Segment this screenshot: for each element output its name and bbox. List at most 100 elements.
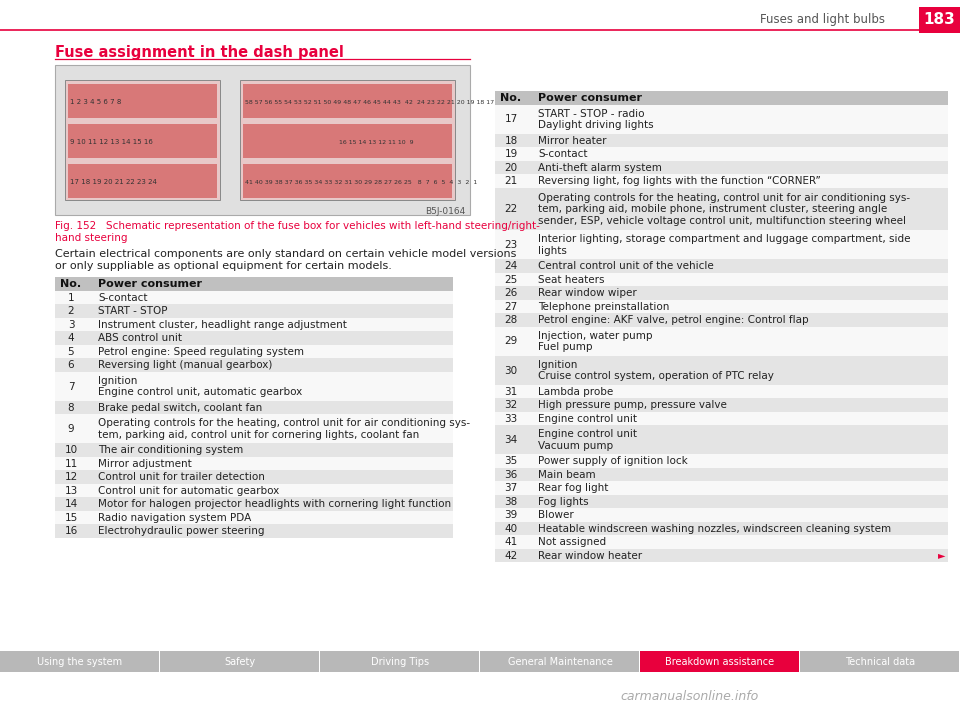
Text: Fuses and light bulbs: Fuses and light bulbs	[760, 13, 885, 27]
Text: Reversing light (manual gearbox): Reversing light (manual gearbox)	[98, 360, 273, 370]
Text: Fig. 152   Schematic representation of the fuse box for vehicles with left-hand : Fig. 152 Schematic representation of the…	[55, 221, 540, 243]
Bar	[55, 414, 453, 443]
Text: Driving Tips: Driving Tips	[371, 657, 429, 667]
Bar	[495, 522, 948, 535]
Bar	[55, 371, 453, 401]
Text: 14: 14	[64, 499, 78, 509]
Text: START - STOP - radio
Daylight driving lights: START - STOP - radio Daylight driving li…	[538, 109, 654, 130]
Text: Engine control unit: Engine control unit	[538, 414, 637, 424]
Text: Interior lighting, storage compartment and luggage compartment, side
lights: Interior lighting, storage compartment a…	[538, 234, 910, 256]
Text: 30: 30	[504, 366, 517, 375]
Text: B5J-0164: B5J-0164	[424, 207, 465, 216]
Bar	[480, 651, 639, 672]
Bar	[495, 259, 948, 273]
Text: Control unit for trailer detection: Control unit for trailer detection	[98, 472, 265, 482]
Text: Blower: Blower	[538, 510, 574, 520]
Bar	[495, 411, 948, 425]
Text: 33: 33	[504, 414, 517, 424]
Text: Motor for halogen projector headlights with cornering light function: Motor for halogen projector headlights w…	[98, 499, 451, 509]
Text: ABS control unit: ABS control unit	[98, 333, 182, 343]
Text: 1: 1	[68, 292, 74, 303]
Text: Power consumer: Power consumer	[98, 279, 202, 289]
Text: Engine control unit
Vacuum pump: Engine control unit Vacuum pump	[538, 430, 637, 451]
Text: 3: 3	[68, 320, 74, 330]
Text: 23: 23	[504, 240, 517, 250]
Text: 42: 42	[504, 550, 517, 561]
Text: 27: 27	[504, 302, 517, 311]
Text: 18: 18	[504, 136, 517, 146]
Bar	[160, 651, 319, 672]
Text: Rear fog light: Rear fog light	[538, 483, 609, 494]
Text: 19: 19	[504, 149, 517, 160]
Text: Electrohydraulic power steering: Electrohydraulic power steering	[98, 527, 265, 536]
Bar	[495, 313, 948, 326]
Text: Radio navigation system PDA: Radio navigation system PDA	[98, 512, 252, 523]
Text: 28: 28	[504, 315, 517, 325]
Text: Fog lights: Fog lights	[538, 497, 588, 507]
Bar	[495, 299, 948, 313]
Text: 6: 6	[68, 360, 74, 370]
Bar	[495, 467, 948, 481]
Bar	[495, 160, 948, 174]
Text: 58 57 56 55 54 53 52 51 50 49 48 47 46 45 44 43  42  24 23 22 21 20 19 18 17: 58 57 56 55 54 53 52 51 50 49 48 47 46 4…	[245, 100, 494, 105]
Text: 34: 34	[504, 435, 517, 445]
Text: The air conditioning system: The air conditioning system	[98, 445, 243, 456]
Text: Technical data: Technical data	[845, 657, 915, 667]
Text: Lambda probe: Lambda probe	[538, 387, 613, 396]
Text: Rear window wiper: Rear window wiper	[538, 288, 636, 298]
Text: 1 2 3 4 5 6 7 8: 1 2 3 4 5 6 7 8	[70, 99, 121, 105]
Text: Anti-theft alarm system: Anti-theft alarm system	[538, 163, 661, 173]
Text: S-contact: S-contact	[538, 149, 588, 160]
Bar	[495, 230, 948, 259]
Text: 5: 5	[68, 347, 74, 356]
Text: No.: No.	[500, 93, 521, 103]
Text: ►: ►	[938, 550, 945, 560]
Text: 20: 20	[504, 163, 517, 173]
Text: 21: 21	[504, 176, 517, 186]
Text: START - STOP: START - STOP	[98, 307, 167, 316]
Bar	[55, 401, 453, 414]
Bar	[800, 651, 959, 672]
Text: carmanualsonline.info: carmanualsonline.info	[620, 690, 758, 702]
Text: Mirror heater: Mirror heater	[538, 136, 607, 146]
Text: 16: 16	[64, 527, 78, 536]
Text: 13: 13	[64, 486, 78, 496]
Text: 15: 15	[64, 512, 78, 523]
Text: High pressure pump, pressure valve: High pressure pump, pressure valve	[538, 400, 727, 411]
Text: Central control unit of the vehicle: Central control unit of the vehicle	[538, 262, 713, 271]
Text: 32: 32	[504, 400, 517, 411]
Bar	[65, 80, 220, 200]
Text: Rear window heater: Rear window heater	[538, 550, 642, 561]
Bar	[55, 524, 453, 538]
Bar	[0, 651, 159, 672]
Bar	[495, 535, 948, 548]
Text: 16 15 14 13 12 11 10  9: 16 15 14 13 12 11 10 9	[245, 139, 414, 145]
Text: 11: 11	[64, 459, 78, 469]
Bar	[55, 304, 453, 318]
Bar	[495, 174, 948, 188]
Text: General Maintenance: General Maintenance	[508, 657, 612, 667]
Text: 8: 8	[68, 403, 74, 413]
Bar	[55, 510, 453, 524]
Text: 40: 40	[504, 524, 517, 534]
Text: Breakdown assistance: Breakdown assistance	[665, 657, 775, 667]
Text: 39: 39	[504, 510, 517, 520]
Text: 37: 37	[504, 483, 517, 494]
Text: Power consumer: Power consumer	[538, 93, 642, 103]
Text: 38: 38	[504, 497, 517, 507]
Bar	[55, 65, 470, 215]
Bar	[243, 164, 452, 198]
Text: Safety: Safety	[225, 657, 255, 667]
Bar	[495, 356, 948, 385]
Bar	[68, 164, 217, 198]
Text: Main beam: Main beam	[538, 470, 595, 479]
Text: 12: 12	[64, 472, 78, 482]
Text: Petrol engine: AKF valve, petrol engine: Control flap: Petrol engine: AKF valve, petrol engine:…	[538, 315, 808, 325]
Bar	[55, 318, 453, 331]
Bar	[495, 147, 948, 160]
Bar	[55, 443, 453, 456]
Bar	[243, 84, 452, 118]
Bar	[495, 134, 948, 147]
Text: Reversing light, fog lights with the function “CORNER”: Reversing light, fog lights with the fun…	[538, 176, 821, 186]
Text: 9 10 11 12 13 14 15 16: 9 10 11 12 13 14 15 16	[70, 139, 153, 145]
